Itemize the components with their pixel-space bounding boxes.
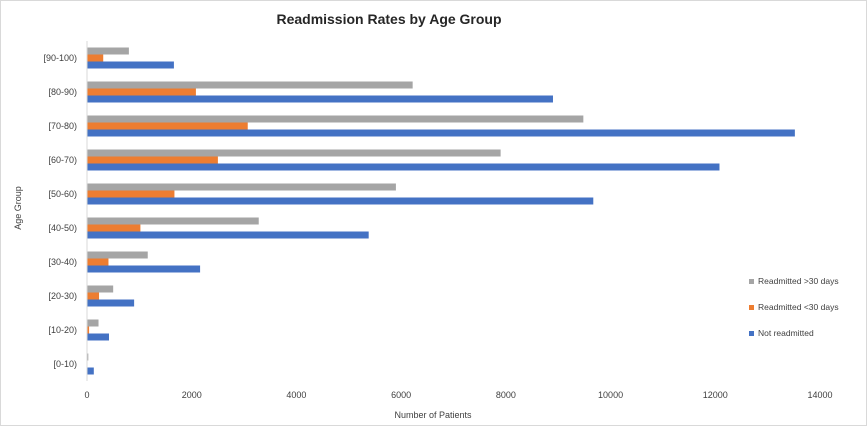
legend-label: Readmitted <30 days	[758, 302, 839, 312]
bar-[70-80)-readmitted-30-days	[87, 116, 583, 123]
bar-[70-80)-not-readmitted	[87, 130, 795, 137]
x-tick-label: 4000	[286, 390, 306, 400]
y-tick-label: [70-80)	[48, 121, 77, 131]
x-tick-labels: 0 2000 4000 6000 8000 10000 12000 14000	[84, 390, 832, 400]
bar-[10-20)-readmitted-30-days	[87, 320, 99, 327]
y-tick-labels: [0-10) [10-20) [20-30) [30-40) [40-50) [50-60…	[43, 53, 77, 369]
bar-[50-60)-not-readmitted	[87, 198, 593, 205]
x-tick-label: 0	[84, 390, 89, 400]
y-axis-title: Age Group	[13, 186, 23, 230]
bar-[50-60)-readmitted-30-days	[87, 191, 174, 198]
bar-[30-40)-not-readmitted	[87, 266, 200, 273]
bar-[40-50)-readmitted-30-days	[87, 225, 140, 232]
legend-swatch	[749, 331, 754, 336]
y-tick-label: [40-50)	[48, 223, 77, 233]
y-tick-label: [50-60)	[48, 189, 77, 199]
bar-[90-100)-readmitted-30-days	[87, 55, 103, 62]
legend-label: Readmitted >30 days	[758, 276, 839, 286]
bar-[80-90)-readmitted-30-days	[87, 82, 413, 89]
bar-[90-100)-readmitted-30-days	[87, 48, 129, 55]
bar-[90-100)-not-readmitted	[87, 62, 174, 69]
bar-[60-70)-readmitted-30-days	[87, 150, 501, 157]
bar-[80-90)-not-readmitted	[87, 96, 553, 103]
x-tick-label: 2000	[182, 390, 202, 400]
bar-[0-10)-not-readmitted	[87, 368, 94, 375]
x-tick-label: 10000	[598, 390, 623, 400]
x-tick-label: 14000	[807, 390, 832, 400]
y-tick-label: [20-30)	[48, 291, 77, 301]
y-tick-label: [30-40)	[48, 257, 77, 267]
bar-[10-20)-not-readmitted	[87, 334, 109, 341]
x-tick-label: 8000	[496, 390, 516, 400]
bar-[40-50)-readmitted-30-days	[87, 218, 259, 225]
bar-[20-30)-readmitted-30-days	[87, 293, 99, 300]
bar-[40-50)-not-readmitted	[87, 232, 369, 239]
x-tick-label: 6000	[391, 390, 411, 400]
bar-[20-30)-not-readmitted	[87, 300, 134, 307]
y-tick-label: [90-100)	[43, 53, 77, 63]
legend: Readmitted >30 days Readmitted <30 days No…	[749, 276, 839, 338]
bar-[20-30)-readmitted-30-days	[87, 286, 113, 293]
y-tick-label: [0-10)	[53, 359, 77, 369]
y-tick-label: [60-70)	[48, 155, 77, 165]
bar-[60-70)-not-readmitted	[87, 164, 719, 171]
bar-[30-40)-readmitted-30-days	[87, 259, 108, 266]
chart-title: Readmission Rates by Age Group	[276, 11, 501, 27]
bar-[80-90)-readmitted-30-days	[87, 89, 196, 96]
x-axis-title: Number of Patients	[394, 410, 472, 420]
legend-swatch	[749, 279, 754, 284]
y-tick-label: [10-20)	[48, 325, 77, 335]
legend-label: Not readmitted	[758, 328, 814, 338]
y-tick-label: [80-90)	[48, 87, 77, 97]
legend-swatch	[749, 305, 754, 310]
bars-group	[87, 48, 795, 375]
x-tick-label: 12000	[703, 390, 728, 400]
bar-[50-60)-readmitted-30-days	[87, 184, 396, 191]
bar-[70-80)-readmitted-30-days	[87, 123, 248, 130]
bar-[60-70)-readmitted-30-days	[87, 157, 218, 164]
bar-[30-40)-readmitted-30-days	[87, 252, 148, 259]
